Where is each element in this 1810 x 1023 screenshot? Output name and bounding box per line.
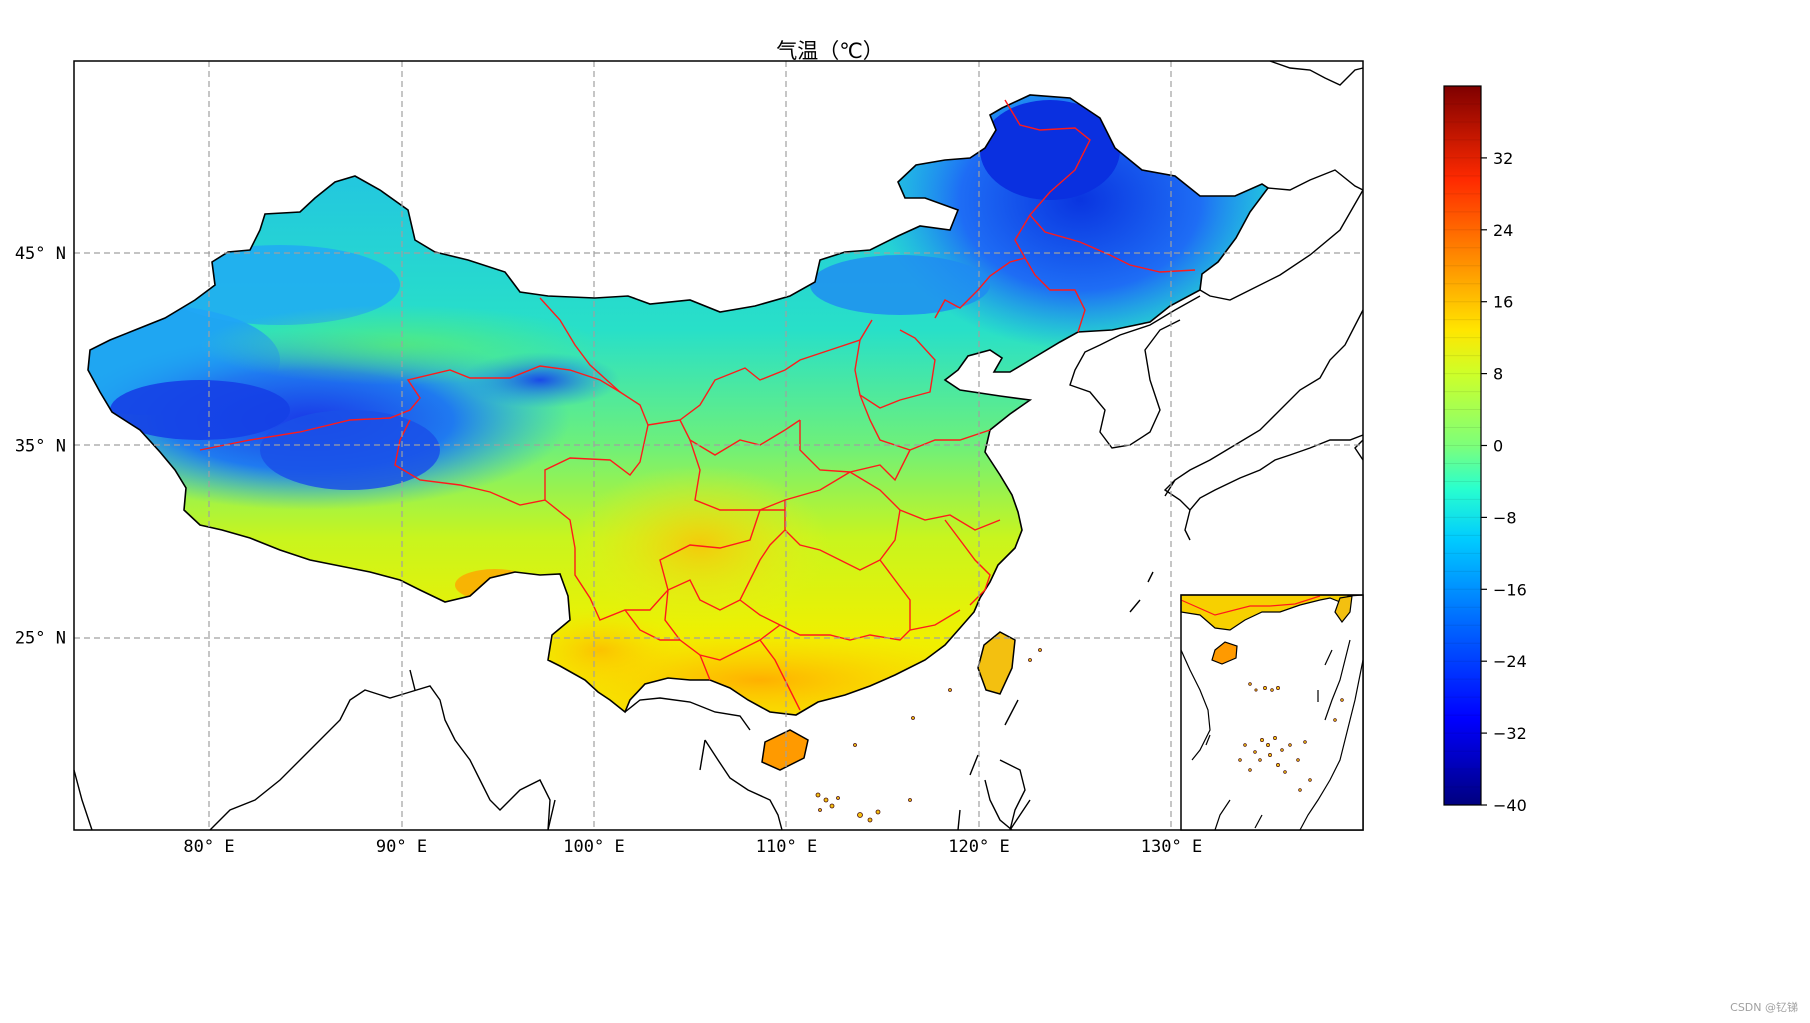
latitude-tick-labels: 45° N 35° N 25° N bbox=[15, 244, 66, 649]
colorbar: 32 24 16 8 0 −8 −16 −24 −32 −40 bbox=[1443, 85, 1527, 815]
watermark: CSDN @钇锑 bbox=[1730, 1001, 1798, 1014]
small-islands bbox=[815, 648, 1042, 823]
figure-title: 气温（℃） bbox=[776, 39, 884, 63]
taiwan-island bbox=[977, 631, 1016, 695]
neighbor-coastlines bbox=[73, 60, 1364, 831]
south-china-sea-inset bbox=[1180, 594, 1364, 831]
lon-tick-label: 130° E bbox=[1141, 837, 1202, 857]
colorbar-tick-label: 8 bbox=[1493, 365, 1503, 384]
map-gridlines bbox=[74, 61, 1363, 830]
province-borders bbox=[199, 99, 1196, 711]
main-map bbox=[73, 60, 1364, 831]
colorbar-tick-label: 24 bbox=[1493, 221, 1513, 240]
colorbar-tick-label: 0 bbox=[1493, 437, 1503, 456]
lon-tick-label: 80° E bbox=[183, 837, 234, 857]
lon-tick-label: 110° E bbox=[756, 837, 817, 857]
colorbar-ticks: 32 24 16 8 0 −8 −16 −24 −32 −40 bbox=[1481, 149, 1527, 815]
colorbar-tick-label: 16 bbox=[1493, 293, 1513, 312]
colorbar-tick-label: 32 bbox=[1493, 149, 1513, 168]
colorbar-tick-label: −24 bbox=[1493, 652, 1527, 671]
colorbar-tick-label: −16 bbox=[1493, 580, 1527, 599]
lat-tick-label: 45° N bbox=[15, 244, 66, 264]
hainan-island bbox=[761, 729, 809, 771]
colorbar-bands bbox=[1444, 103, 1481, 788]
lon-tick-label: 120° E bbox=[948, 837, 1009, 857]
lat-tick-label: 25° N bbox=[15, 629, 66, 649]
longitude-tick-labels: 80° E 90° E 100° E 110° E 120° E 130° E bbox=[183, 837, 1202, 857]
colorbar-tick-label: −8 bbox=[1493, 508, 1517, 527]
lon-tick-label: 90° E bbox=[376, 837, 427, 857]
colorbar-gradient bbox=[1444, 86, 1481, 805]
lon-tick-label: 100° E bbox=[563, 837, 624, 857]
lat-tick-label: 35° N bbox=[15, 436, 66, 456]
colorbar-tick-label: −40 bbox=[1493, 796, 1527, 815]
colorbar-tick-label: −32 bbox=[1493, 724, 1527, 743]
map-frame bbox=[73, 60, 1364, 831]
